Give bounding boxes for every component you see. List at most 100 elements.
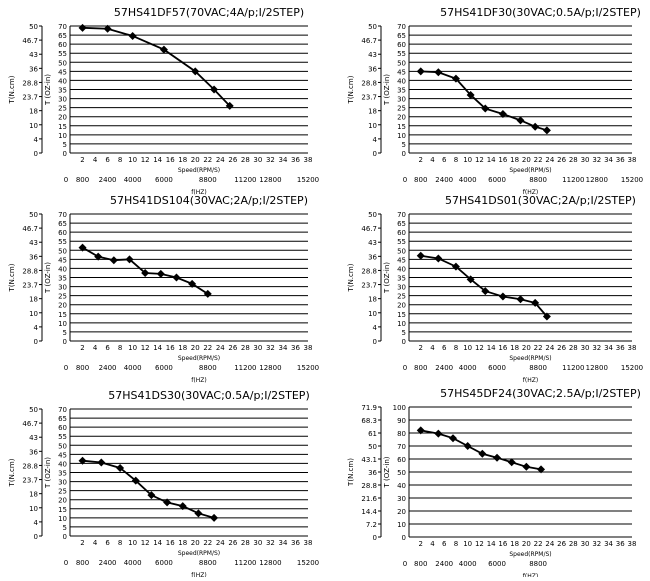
chart-6-x-tick: 32 xyxy=(592,540,601,548)
chart-2-x-tick: 34 xyxy=(604,156,613,164)
chart-5-f-tick: 6000 xyxy=(155,559,173,567)
chart-4-f-tick: 6000 xyxy=(488,364,506,372)
chart-3-data-point xyxy=(125,255,134,264)
chart-3-x-tick: 22 xyxy=(203,344,212,352)
chart-4-left-tick: 18 xyxy=(368,296,377,304)
chart-3-x-tick: 10 xyxy=(128,344,137,352)
chart-6-left-tick: 50 xyxy=(368,443,377,451)
chart-1-f-tick: 15200 xyxy=(297,176,319,184)
chart-6-right-tick: 10 xyxy=(397,521,406,529)
chart-1-x-tick: 12 xyxy=(141,156,150,164)
chart-2-right-tick: 15 xyxy=(397,123,406,131)
chart-4-x-tick: 6 xyxy=(442,344,447,352)
chart-1-left-tick: 0 xyxy=(34,150,38,158)
chart-3-x-tick: 6 xyxy=(105,344,110,352)
chart-5-x-tick: 4 xyxy=(93,539,98,547)
chart-2-f-tick: 8800 xyxy=(529,176,547,184)
chart-3-left-tick: 4 xyxy=(34,324,39,332)
chart-3-x-tick: 16 xyxy=(166,344,175,352)
chart-1-xlabel-f: f(HZ) xyxy=(191,189,206,196)
chart-1-left-tick: 4 xyxy=(34,136,39,144)
chart-2-f-tick: 4000 xyxy=(459,176,477,184)
chart-2-left-tick: 36 xyxy=(368,65,377,73)
chart-1-right-tick: 15 xyxy=(58,123,67,131)
chart-5-f-tick: 12800 xyxy=(259,559,281,567)
chart-5-left-tick: 43 xyxy=(29,434,38,442)
chart-1-xlabel-speed: Speed(RPM/S) xyxy=(178,167,220,174)
chart-1-right-tick: 35 xyxy=(58,87,67,95)
chart-1-x-tick: 20 xyxy=(191,156,200,164)
chart-3-x-tick: 2 xyxy=(80,344,84,352)
chart-1-right-tick: 50 xyxy=(58,59,67,67)
chart-4-data-point xyxy=(531,298,540,307)
chart-6-data-point xyxy=(493,453,502,462)
chart-6-right-tick: 40 xyxy=(397,482,406,490)
chart-5-right-tick: 55 xyxy=(58,433,67,441)
chart-3-right-tick: 0 xyxy=(63,338,67,346)
chart-5-f-tick: 0 xyxy=(64,559,68,567)
chart-3-x-tick: 34 xyxy=(278,344,287,352)
chart-4-left-tick: 28.8 xyxy=(361,267,377,275)
chart-2-data-point xyxy=(416,67,425,76)
chart-3-ylabel-left: T(N.cm) xyxy=(8,263,16,292)
chart-3-right-tick: 55 xyxy=(58,238,67,246)
chart-2-x-tick: 30 xyxy=(581,156,590,164)
chart-5-x-tick: 38 xyxy=(304,539,313,547)
chart-3-x-tick: 28 xyxy=(241,344,250,352)
chart-1-ylabel-left: T(N.cm) xyxy=(8,75,16,104)
chart-4-data-point xyxy=(451,262,460,271)
chart-6-data-point xyxy=(537,465,546,474)
chart-5-x-tick: 14 xyxy=(153,539,162,547)
chart-2-right-tick: 55 xyxy=(397,50,406,58)
chart-1-right-tick: 65 xyxy=(58,32,67,40)
chart-1-f-tick: 8800 xyxy=(199,176,217,184)
chart-4-left-tick: 4 xyxy=(373,324,378,332)
chart-4-x-tick: 12 xyxy=(475,344,484,352)
chart-3-left-tick: 28.8 xyxy=(22,267,38,275)
chart-5-right-tick: 30 xyxy=(58,479,67,487)
chart-4-x-tick: 2 xyxy=(419,344,423,352)
chart-5-data-point xyxy=(97,458,106,467)
chart-5-title: 57HS41DS30(30VAC;0.5A/p;I/2STEP) xyxy=(108,389,309,402)
chart-3-f-tick: 8800 xyxy=(199,364,217,372)
chart-2-f-tick: 15200 xyxy=(621,176,643,184)
chart-6-f-tick: 8800 xyxy=(529,560,547,568)
chart-5-f-tick: 11200 xyxy=(234,559,256,567)
chart-5-left-tick: 18 xyxy=(29,491,38,499)
chart-1-right-tick: 20 xyxy=(58,114,67,122)
chart-5-data-point xyxy=(78,456,87,465)
chart-3-x-tick: 30 xyxy=(253,344,262,352)
chart-4-x-tick: 36 xyxy=(616,344,625,352)
chart-2-xlabel-f: f(HZ) xyxy=(523,189,538,196)
chart-2-data-point xyxy=(466,90,475,99)
chart-6-x-tick: 38 xyxy=(628,540,637,548)
chart-5-ylabel-left: T(N.cm) xyxy=(8,458,16,487)
chart-5-x-tick: 10 xyxy=(128,539,137,547)
chart-1-data-point xyxy=(128,31,137,40)
chart-4-xlabel-f: f(HZ) xyxy=(523,377,538,384)
chart-3-x-tick: 32 xyxy=(266,344,275,352)
chart-4-x-tick: 18 xyxy=(510,344,519,352)
chart-5-data-point xyxy=(131,476,140,485)
chart-2-right-tick: 40 xyxy=(397,77,406,85)
chart-5-f-tick: 2400 xyxy=(99,559,117,567)
chart-5-left-tick: 23.7 xyxy=(22,477,38,485)
chart-1-title: 57HS41DF57(70VAC;4A/p;I/2STEP) xyxy=(114,6,304,19)
chart-2-x-tick: 12 xyxy=(475,156,484,164)
chart-2-data-point xyxy=(481,104,490,113)
chart-2-data-point xyxy=(434,68,443,77)
chart-3-f-tick: 15200 xyxy=(297,364,319,372)
chart-3-right-tick: 25 xyxy=(58,293,67,301)
chart-6-ylabel-right: T (OZ-in) xyxy=(383,456,391,488)
chart-3-x-tick: 8 xyxy=(118,344,122,352)
chart-3-left-tick: 43 xyxy=(29,239,38,247)
chart-4-right-tick: 0 xyxy=(402,338,406,346)
chart-2-right-tick: 65 xyxy=(397,32,406,40)
chart-3-f-tick: 11200 xyxy=(234,364,256,372)
chart-3-data-point xyxy=(94,252,103,261)
chart-6-right-tick: 70 xyxy=(397,443,406,451)
chart-2-x-tick: 4 xyxy=(430,156,435,164)
chart-2-f-tick: 12800 xyxy=(586,176,608,184)
chart-4-left-tick: 46.7 xyxy=(361,225,377,233)
